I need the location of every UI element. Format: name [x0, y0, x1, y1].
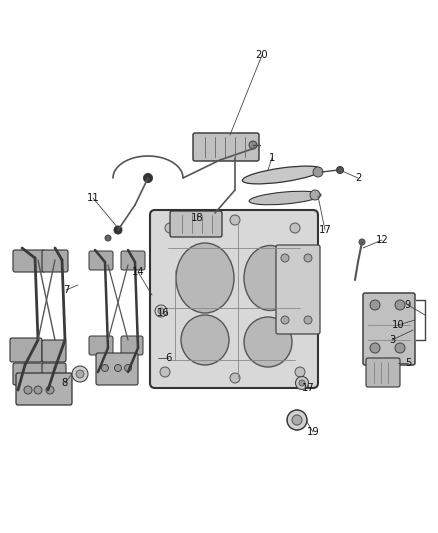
Circle shape: [370, 300, 380, 310]
FancyBboxPatch shape: [150, 210, 318, 388]
Circle shape: [310, 190, 320, 200]
Text: 5: 5: [405, 358, 411, 368]
Circle shape: [290, 223, 300, 233]
Text: 1: 1: [269, 153, 275, 163]
Circle shape: [336, 166, 343, 174]
Text: 11: 11: [87, 193, 99, 203]
Circle shape: [144, 174, 152, 182]
Text: 3: 3: [389, 335, 395, 345]
FancyBboxPatch shape: [89, 251, 113, 270]
Ellipse shape: [244, 246, 296, 311]
Circle shape: [158, 308, 164, 314]
Text: 17: 17: [302, 383, 314, 393]
FancyBboxPatch shape: [10, 338, 42, 362]
Ellipse shape: [176, 243, 234, 313]
Text: 12: 12: [376, 235, 389, 245]
Circle shape: [76, 370, 84, 378]
Circle shape: [304, 254, 312, 262]
Circle shape: [46, 386, 54, 394]
Circle shape: [370, 343, 380, 353]
FancyBboxPatch shape: [193, 133, 259, 161]
Text: 6: 6: [165, 353, 171, 363]
Circle shape: [155, 305, 167, 317]
Circle shape: [296, 376, 308, 390]
Circle shape: [160, 367, 170, 377]
Circle shape: [34, 386, 42, 394]
Text: 2: 2: [355, 173, 361, 183]
Circle shape: [304, 316, 312, 324]
Text: 17: 17: [318, 225, 332, 235]
Circle shape: [287, 410, 307, 430]
Circle shape: [395, 343, 405, 353]
Circle shape: [114, 365, 121, 372]
Text: 16: 16: [157, 308, 170, 318]
Circle shape: [165, 223, 175, 233]
FancyBboxPatch shape: [121, 336, 143, 355]
FancyBboxPatch shape: [363, 293, 415, 365]
Ellipse shape: [244, 317, 292, 367]
FancyBboxPatch shape: [13, 250, 45, 272]
Circle shape: [249, 141, 257, 149]
Circle shape: [395, 300, 405, 310]
Circle shape: [281, 316, 289, 324]
FancyBboxPatch shape: [42, 340, 66, 362]
Circle shape: [114, 226, 122, 234]
Circle shape: [72, 366, 88, 382]
Circle shape: [24, 386, 32, 394]
Circle shape: [230, 215, 240, 225]
Circle shape: [124, 365, 131, 372]
Text: 8: 8: [62, 378, 68, 388]
Circle shape: [281, 254, 289, 262]
Circle shape: [295, 367, 305, 377]
Circle shape: [359, 239, 365, 245]
Circle shape: [292, 415, 302, 425]
FancyBboxPatch shape: [121, 251, 145, 270]
FancyBboxPatch shape: [276, 245, 320, 334]
Text: 9: 9: [405, 300, 411, 310]
Text: 18: 18: [191, 213, 203, 223]
Text: 20: 20: [256, 50, 268, 60]
FancyBboxPatch shape: [42, 250, 68, 272]
Text: 19: 19: [307, 427, 319, 437]
Ellipse shape: [249, 191, 321, 205]
FancyBboxPatch shape: [96, 353, 138, 385]
FancyBboxPatch shape: [366, 358, 400, 387]
FancyBboxPatch shape: [170, 211, 222, 237]
Circle shape: [230, 373, 240, 383]
Circle shape: [313, 167, 323, 177]
Ellipse shape: [242, 166, 321, 184]
FancyBboxPatch shape: [89, 336, 113, 355]
Text: 7: 7: [63, 285, 69, 295]
Text: 10: 10: [392, 320, 404, 330]
FancyBboxPatch shape: [16, 373, 72, 405]
FancyBboxPatch shape: [13, 363, 45, 385]
Text: 14: 14: [132, 267, 144, 277]
Ellipse shape: [181, 315, 229, 365]
Circle shape: [105, 235, 111, 241]
Circle shape: [299, 380, 305, 386]
FancyBboxPatch shape: [42, 363, 66, 385]
Circle shape: [102, 365, 109, 372]
